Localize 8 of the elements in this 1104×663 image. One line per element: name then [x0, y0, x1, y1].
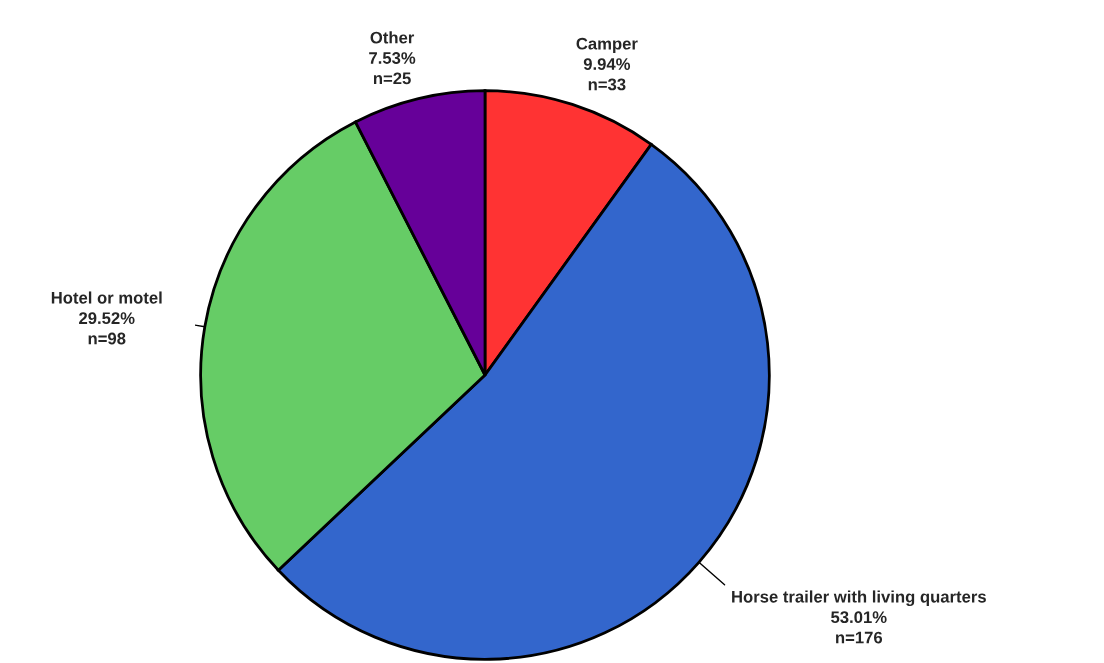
slice-label: Hotel or motel: [51, 291, 162, 304]
data-label: 9.94% n=33: [583, 58, 631, 91]
slice-label: Other: [370, 31, 415, 44]
data-label: 53.01% n=176: [831, 611, 887, 644]
slice-label: Horse trailer with living quarters: [732, 590, 986, 606]
data-label: 7.53% n=25: [369, 52, 416, 85]
slice-label: Camper: [576, 37, 638, 53]
data-label: 29.52% n=98: [79, 312, 135, 345]
